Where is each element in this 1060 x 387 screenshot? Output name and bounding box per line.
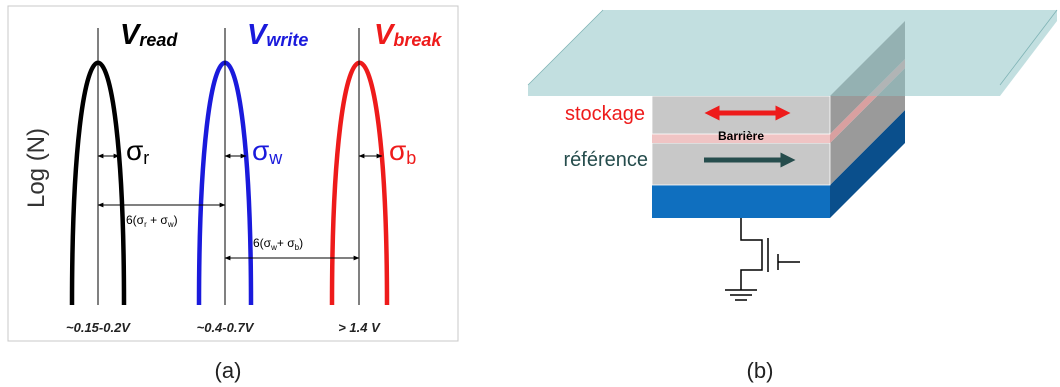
panel-a-distribution-plot: Log (N) 6(σr + σw) 6(σw+ σb) Vread Vwrit… (7, 5, 459, 342)
sigma-label-break: σb (389, 135, 416, 168)
reference-label: référence (564, 149, 649, 171)
top-electrode (528, 10, 1057, 96)
title-v-read: Vread (120, 19, 178, 51)
barrier-layer-front (652, 134, 830, 143)
barrier-label: Barrière (718, 129, 764, 143)
storage-label: stockage (565, 103, 645, 125)
title-v-write: Vwrite (247, 19, 308, 51)
sigma-label-read: σr (126, 135, 149, 168)
access-transistor-symbol (740, 218, 800, 290)
bottom-electrode-side (830, 110, 905, 218)
caption-a: (a) (215, 358, 242, 383)
title-v-break: Vbreak (374, 19, 442, 51)
ground-symbol (725, 289, 757, 301)
margin-label-read-write: 6(σr + σw) (126, 213, 178, 229)
top-electrode-edge (527, 9, 604, 86)
x-label-break: > 1.4 V (338, 320, 381, 335)
bottom-electrode-front (652, 185, 830, 218)
margin-label-write-break: 6(σw+ σb) (253, 236, 303, 252)
x-label-write: ~0.4-0.7V (197, 320, 255, 335)
reference-layer-side (830, 68, 905, 185)
x-label-read: ~0.15-0.2V (66, 320, 131, 335)
sigma-label-write: σw (252, 135, 283, 168)
reference-layer-front (651, 142, 831, 186)
y-axis-label: Log (N) (23, 128, 50, 208)
panel-b-mtj-stack: stockage Barrière référence (527, 9, 1058, 301)
top-electrode-edge-right (999, 9, 1058, 86)
caption-b: (b) (747, 358, 774, 383)
